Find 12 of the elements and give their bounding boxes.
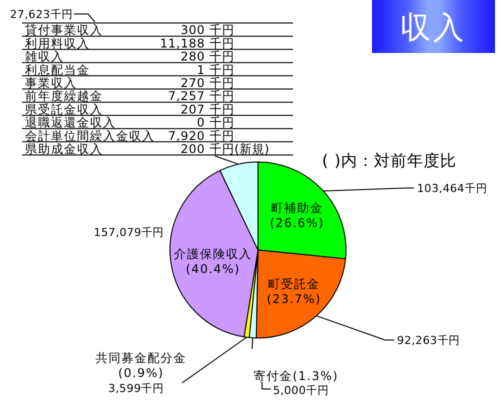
chart-title: 収入 [400, 10, 466, 46]
category-label: 町補助金 (26.6%) [270, 201, 324, 230]
category-label: 共同募金配分金 (0.9%) [96, 351, 186, 380]
data-label: 103,464千円 [417, 182, 488, 195]
category-label: 町受託金 (23.7%) [266, 277, 322, 306]
data-label: 3,599千円 [108, 382, 164, 395]
annotation: ( )内：対前年度比 [322, 151, 457, 170]
category-label: 介護保険収入 (40.4%) [174, 247, 252, 276]
data-label: 92,263千円 [397, 334, 460, 347]
category-label: 寄付金(1.3%) [254, 369, 338, 383]
data-label: 157,079千円 [94, 226, 164, 239]
data-label: 5,000千円 [273, 384, 329, 397]
